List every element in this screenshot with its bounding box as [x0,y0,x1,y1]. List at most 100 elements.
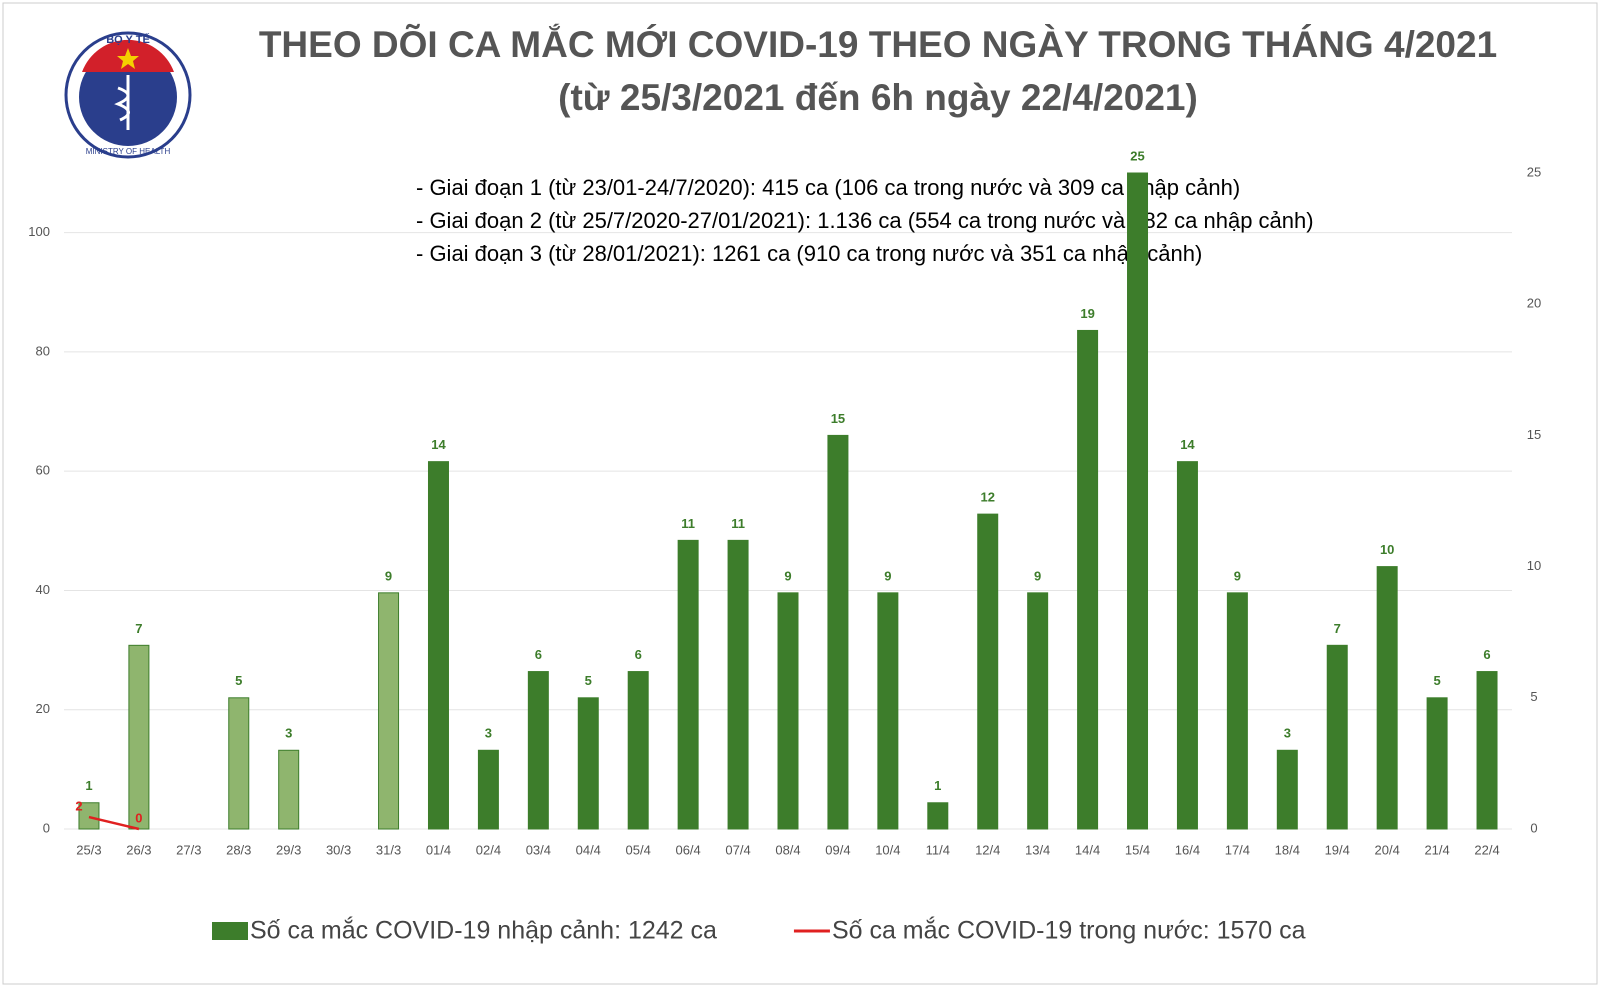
bar [877,592,899,830]
data-label: 14 [1180,437,1195,452]
x-tick-label: 17/4 [1225,842,1250,857]
x-tick-label: 30/3 [326,842,351,857]
bar [727,539,749,830]
y2-tick-label: 5 [1530,689,1537,704]
x-tick-label: 25/3 [76,842,101,857]
data-label: 14 [431,437,446,452]
logo-top-text: BỘ Y TẾ [106,33,150,46]
y-tick-label: 0 [43,820,50,835]
data-label: 9 [884,568,891,583]
x-tick-label: 22/4 [1474,842,1499,857]
bar [128,644,150,830]
data-label: 25 [1130,148,1144,163]
bar [677,539,699,830]
x-tick-label: 21/4 [1424,842,1449,857]
chart-subtitle: (từ 25/3/2021 đến 6h ngày 22/4/2021) [558,77,1198,118]
bar [1226,592,1248,830]
x-tick-label: 05/4 [626,842,651,857]
y2-tick-label: 20 [1527,296,1541,311]
legend-swatch [212,922,248,940]
data-label: 5 [235,673,242,688]
data-label: 2 [75,799,82,814]
logo-bottom-text: MINISTRY OF HEALTH [86,147,171,156]
bar [627,671,649,830]
y-tick-label: 80 [36,343,50,358]
logo: BỘ Y TẾ MINISTRY OF HEALTH [64,31,192,159]
bar [1476,671,1498,830]
logo-star [117,48,139,69]
data-label: 5 [1433,673,1440,688]
bar [1326,644,1348,830]
data-label: 9 [385,568,392,583]
bar [78,802,100,830]
y2-tick-label: 0 [1530,820,1537,835]
bar [527,671,549,830]
y2-tick-label: 25 [1527,164,1541,179]
data-label: 7 [135,621,142,636]
bar [977,513,999,830]
x-tick-label: 15/4 [1125,842,1150,857]
bar [278,749,300,830]
x-tick-label: 18/4 [1275,842,1300,857]
legend-label: Số ca mắc COVID-19 trong nước: 1570 ca [832,916,1306,945]
bar [427,461,449,830]
data-label: 9 [784,568,791,583]
x-tick-label: 02/4 [476,842,501,857]
data-label: 7 [1334,621,1341,636]
x-tick-label: 07/4 [725,842,750,857]
data-label: 3 [1284,726,1291,741]
bar [577,697,599,830]
x-tick-label: 11/4 [926,842,950,857]
x-tick-label: 08/4 [775,842,800,857]
x-tick-label: 16/4 [1175,842,1200,857]
data-label: 3 [485,726,492,741]
bar [827,434,849,830]
x-tick-label: 10/4 [875,842,900,857]
data-label: 1 [934,778,941,793]
bar [1077,329,1099,830]
x-tick-label: 06/4 [675,842,700,857]
data-label: 15 [831,411,845,426]
y-tick-label: 20 [36,701,50,716]
data-label: 12 [980,490,994,505]
data-label: 6 [1483,647,1490,662]
x-tick-label: 14/4 [1075,842,1100,857]
annotation: - Giai đoạn 3 (từ 28/01/2021): 1261 ca (… [416,241,1202,266]
data-label: 3 [285,726,292,741]
data-label: 10 [1380,542,1394,557]
x-tick-label: 12/4 [975,842,1000,857]
x-tick-label: 13/4 [1025,842,1050,857]
bar [477,749,499,830]
bar [1176,461,1198,830]
x-tick-label: 09/4 [825,842,850,857]
data-label: 6 [635,647,642,662]
x-tick-label: 29/3 [276,842,301,857]
bar [1127,172,1149,830]
data-label: 19 [1080,306,1094,321]
bar [1376,566,1398,830]
bar [1027,592,1049,830]
data-label: 1 [85,778,92,793]
y-tick-label: 40 [36,582,50,597]
data-label: 9 [1234,568,1241,583]
bar [378,592,400,830]
data-label: 0 [135,810,142,825]
x-tick-label: 31/3 [376,842,401,857]
annotation: - Giai đoạn 1 (từ 23/01-24/7/2020): 415 … [416,175,1240,200]
data-label: 5 [585,673,592,688]
bar [1426,697,1448,830]
bar [1276,749,1298,830]
y-tick-label: 100 [28,224,50,239]
logo-staff [114,75,130,130]
x-tick-label: 01/4 [426,842,451,857]
data-label: 11 [681,516,695,531]
x-tick-label: 27/3 [176,842,201,857]
x-tick-label: 26/3 [126,842,151,857]
x-tick-label: 03/4 [526,842,551,857]
bar [228,697,250,830]
data-label: 9 [1034,568,1041,583]
bar [927,802,949,830]
x-tick-label: 19/4 [1325,842,1350,857]
data-label: 6 [535,647,542,662]
